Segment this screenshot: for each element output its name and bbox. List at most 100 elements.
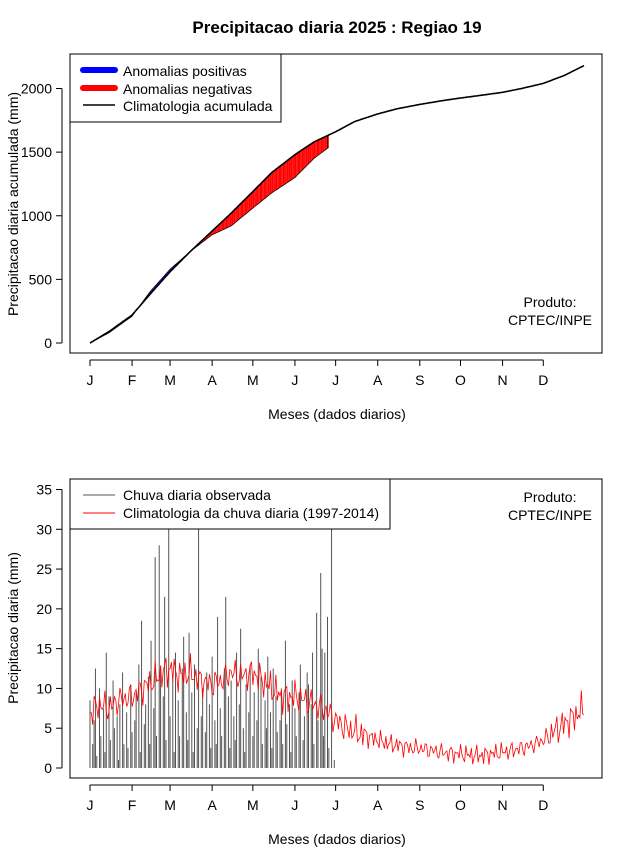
anomaly-negative	[313, 141, 316, 159]
anomaly-negative	[284, 162, 286, 185]
anomaly-negative	[247, 195, 249, 213]
x-tick-label-7: A	[373, 372, 383, 388]
anomaly-negative	[282, 163, 285, 186]
anomaly-negative	[303, 148, 305, 170]
x-tick-label-2: M	[164, 372, 176, 388]
x-tick-label-0: J	[87, 372, 94, 388]
legend-label-positive: Anomalias positivas	[123, 63, 247, 79]
anomaly-negative	[233, 209, 236, 224]
cumulative-panel: 0 500 1000 1500 2000 J F M A M J J A S O N D Precipitac…	[5, 53, 603, 422]
anomaly-negative	[236, 206, 238, 222]
bottom-legend-box	[69, 478, 391, 530]
anomaly-negative	[281, 164, 283, 187]
anomaly-negative	[271, 171, 274, 193]
anomaly-negative	[322, 137, 324, 153]
anomaly-negative	[237, 205, 240, 221]
x-tick-label-11: D	[538, 797, 548, 813]
anomaly-negative	[288, 158, 290, 183]
top-plot-frame	[69, 53, 603, 354]
bottom-credit-line2: CPTEC/INPE	[508, 507, 592, 523]
anomaly-negative	[225, 217, 228, 229]
y-tick-label-35: 35	[36, 482, 52, 498]
anomaly-negative	[277, 167, 279, 190]
anomaly-negative	[266, 176, 268, 198]
anomaly-negative	[296, 152, 298, 177]
anomaly-negative	[299, 151, 301, 174]
anomaly-negative	[275, 168, 278, 191]
anomaly-negative	[252, 190, 255, 209]
anomaly-negative	[305, 146, 308, 167]
anomaly-negative	[261, 182, 263, 202]
daily-panel: 0 5 10 15 20 25 30 35 J F M A M J J A S O N D Precipitacao…	[5, 478, 603, 847]
anomaly-negative	[265, 177, 267, 199]
x-tick-label-5: J	[291, 372, 298, 388]
anomaly-negative	[255, 187, 257, 206]
anomaly-negative	[308, 144, 310, 164]
anomaly-negative	[263, 179, 266, 200]
anomaly-negative	[267, 175, 270, 197]
x-tick-label-0: J	[87, 797, 94, 813]
legend-label-climatology: Climatologia acumulada	[123, 98, 273, 114]
anomaly-negative	[315, 140, 317, 158]
top-y-axis-label: Precipitacao diaria acumulada (mm)	[5, 92, 21, 316]
y-tick-label-1500: 1500	[21, 144, 52, 160]
y-tick-label-5: 5	[44, 720, 52, 736]
anomaly-negative	[319, 138, 321, 155]
anomaly-negative	[232, 210, 234, 225]
anomaly-negative	[235, 207, 237, 223]
anomaly-negative	[300, 150, 302, 173]
anomaly-negative	[240, 202, 242, 219]
x-tick-label-3: A	[207, 372, 217, 388]
bottom-x-axis-label: Meses (dados diarios)	[268, 831, 406, 847]
anomaly-negative	[244, 198, 247, 215]
bottom-y-axis: 0 5 10 15 20 25 30 35	[36, 482, 63, 776]
top-plot-area	[89, 64, 585, 344]
top-legend: Anomalias positivas Anomalias negativas …	[69, 53, 282, 123]
anomaly-negative	[239, 203, 241, 220]
x-tick-label-5: J	[291, 797, 298, 813]
top-credit-line1: Produto:	[524, 294, 577, 310]
anomaly-negative	[274, 169, 276, 192]
anomaly-negative	[223, 219, 225, 230]
climatology-cumulative-line	[89, 64, 585, 344]
anomaly-negative	[290, 156, 293, 181]
x-tick-label-10: N	[498, 797, 508, 813]
x-tick-label-4: M	[247, 372, 259, 388]
anomaly-negative	[304, 147, 306, 169]
anomaly-negative	[248, 194, 251, 212]
anomaly-negative	[286, 159, 289, 183]
y-tick-label-0: 0	[44, 760, 52, 776]
y-tick-label-1000: 1000	[21, 208, 52, 224]
anomaly-negative	[250, 192, 252, 211]
anomaly-negative	[258, 184, 260, 204]
anomaly-negative	[227, 215, 229, 228]
y-tick-label-30: 30	[36, 521, 52, 537]
anomaly-negative	[289, 157, 291, 182]
top-x-axis-label: Meses (dados diarios)	[268, 406, 406, 422]
y-tick-label-0: 0	[44, 335, 52, 351]
y-tick-label-2000: 2000	[21, 81, 52, 97]
x-tick-label-6: J	[332, 372, 339, 388]
observed-cumulative-line	[89, 135, 328, 344]
anomaly-negative	[285, 160, 287, 184]
bottom-plot-area	[89, 497, 585, 768]
anomaly-negative	[278, 166, 280, 189]
y-tick-label-20: 20	[36, 601, 52, 617]
chart-title: Precipitacao diaria 2025 : Regiao 19	[192, 18, 481, 37]
anomaly-negative	[254, 188, 256, 208]
anomaly-negative	[221, 220, 223, 231]
anomaly-negative	[297, 151, 299, 175]
x-tick-label-8: S	[415, 797, 424, 813]
anomaly-negative	[256, 186, 259, 205]
x-tick-label-7: A	[373, 797, 383, 813]
y-tick-label-25: 25	[36, 561, 52, 577]
anomaly-negative	[309, 143, 312, 163]
anomaly-negative	[307, 145, 309, 166]
anomaly-negative	[318, 139, 320, 156]
y-tick-label-15: 15	[36, 641, 52, 657]
top-credit-line2: CPTEC/INPE	[508, 312, 592, 328]
anomaly-negative	[220, 222, 222, 232]
